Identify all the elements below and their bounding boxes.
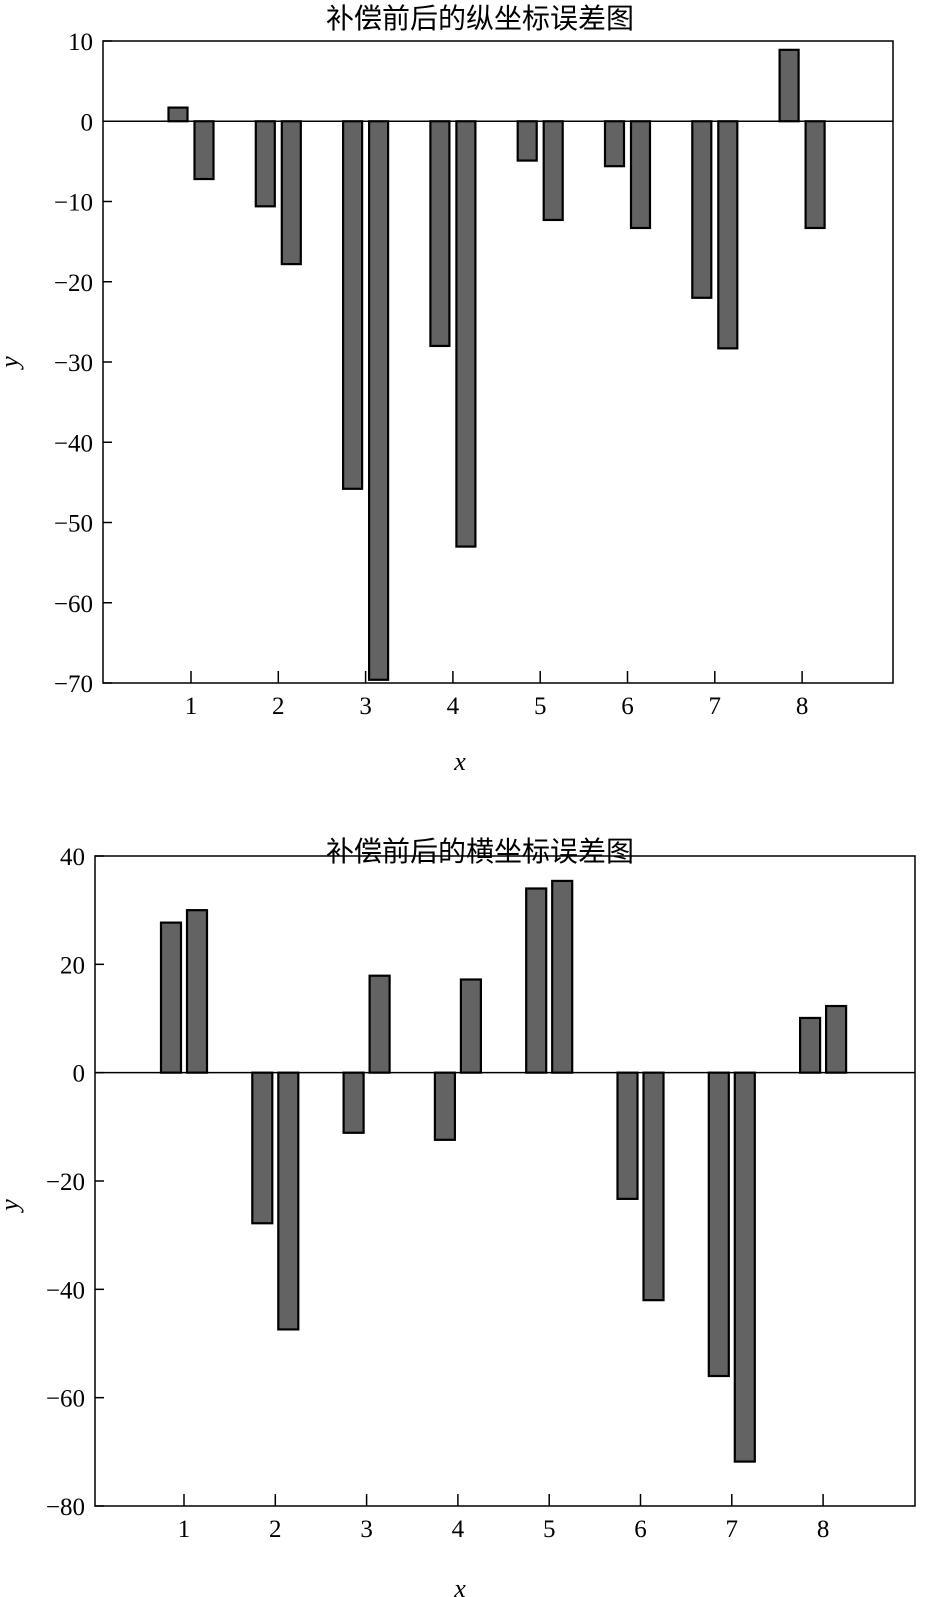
bar-series2-cat8 bbox=[824, 1004, 848, 1074]
bar-series1-cat8 bbox=[778, 48, 800, 123]
bar-series2-cat4 bbox=[455, 120, 477, 548]
bar-series2-cat4 bbox=[459, 978, 482, 1074]
x-tick-label: 5 bbox=[534, 693, 547, 720]
bar-series1-cat7 bbox=[691, 120, 713, 299]
bar-series2-cat1 bbox=[193, 120, 215, 181]
y-tick-label: −70 bbox=[54, 671, 93, 698]
y-tick-label: 10 bbox=[68, 29, 93, 56]
y-ticks: 40 20 0 −20 −40 −60 −80 bbox=[46, 844, 104, 1521]
y-tick-label: −30 bbox=[54, 350, 93, 377]
y-tick-label: −40 bbox=[54, 430, 93, 457]
x-tick-label: 3 bbox=[359, 693, 372, 720]
bar-series1-cat7 bbox=[707, 1071, 730, 1378]
bar-group bbox=[167, 48, 826, 681]
x-tick-label: 6 bbox=[634, 1516, 647, 1543]
bar-series2-cat2 bbox=[280, 120, 302, 266]
bar-series1-cat6 bbox=[616, 1071, 639, 1200]
y-tick-label: −50 bbox=[54, 511, 93, 538]
bar-group bbox=[159, 879, 848, 1463]
y-tick-label: 0 bbox=[81, 109, 94, 136]
x-tick-label: 4 bbox=[452, 1516, 465, 1543]
x-tick-label: 1 bbox=[178, 1516, 191, 1543]
x-tick-label: 7 bbox=[726, 1516, 739, 1543]
x-tick-label: 2 bbox=[272, 693, 285, 720]
y-tick-label: 40 bbox=[60, 844, 85, 871]
y-error-chart: 补偿前后的纵坐标误差图 x y 10 0 −10 −20 −30 −40 −50 −60 −70… bbox=[0, 3, 894, 776]
x-axis-label: x bbox=[453, 747, 466, 776]
y-axis-label: y bbox=[0, 1199, 24, 1214]
x-ticks: 1 2 3 4 5 6 7 8 bbox=[185, 671, 809, 720]
x-ticks: 1 2 3 4 5 6 7 8 bbox=[178, 1494, 830, 1543]
x-axis-label: x bbox=[453, 1574, 466, 1597]
bar-series1-cat8 bbox=[798, 1016, 822, 1074]
plot-frame bbox=[94, 855, 916, 1507]
bar-series1-cat2 bbox=[254, 120, 276, 208]
x-tick-label: 3 bbox=[360, 1516, 373, 1543]
y-tick-label: −80 bbox=[46, 1494, 85, 1521]
chart-title: 补偿前后的横坐标误差图 bbox=[326, 836, 634, 868]
bar-series2-cat6 bbox=[642, 1071, 665, 1302]
bar-series1-cat1 bbox=[159, 921, 183, 1074]
y-tick-label: −20 bbox=[46, 1169, 85, 1196]
y-ticks: 10 0 −10 −20 −30 −40 −50 −60 −70 bbox=[54, 29, 112, 698]
bar-series1-cat6 bbox=[603, 120, 626, 168]
bar-series2-cat5 bbox=[551, 879, 574, 1074]
bar-series1-cat3 bbox=[342, 120, 364, 490]
x-tick-label: 4 bbox=[447, 693, 460, 720]
y-tick-label: 20 bbox=[60, 952, 85, 979]
x-tick-label: 8 bbox=[817, 1516, 830, 1543]
bar-series2-cat1 bbox=[185, 909, 209, 1074]
y-tick-label: 0 bbox=[73, 1061, 86, 1088]
x-error-chart: 补偿前后的横坐标误差图 x y 40 20 0 −20 −40 −60 −80 1 2 3 4 5 6… bbox=[0, 836, 916, 1597]
x-tick-label: 6 bbox=[621, 693, 634, 720]
bar-series1-cat4 bbox=[429, 120, 451, 348]
y-tick-label: −10 bbox=[54, 190, 93, 217]
y-axis-label: y bbox=[0, 356, 24, 371]
bar-series2-cat3 bbox=[368, 120, 390, 681]
bar-series1-cat5 bbox=[516, 120, 538, 162]
bar-series2-cat7 bbox=[733, 1071, 756, 1463]
bar-series1-cat2 bbox=[251, 1071, 274, 1225]
bar-series2-cat2 bbox=[277, 1071, 300, 1331]
y-tick-label: −20 bbox=[54, 270, 93, 297]
bar-series2-cat7 bbox=[717, 120, 739, 350]
x-tick-label: 7 bbox=[709, 693, 722, 720]
bar-series1-cat1 bbox=[167, 106, 189, 123]
bar-series1-cat4 bbox=[433, 1071, 456, 1141]
bar-series1-cat3 bbox=[342, 1071, 365, 1134]
chart-title: 补偿前后的纵坐标误差图 bbox=[326, 3, 634, 35]
y-tick-label: −40 bbox=[46, 1277, 85, 1304]
x-tick-label: 5 bbox=[543, 1516, 556, 1543]
x-tick-label: 1 bbox=[185, 693, 198, 720]
bar-series2-cat5 bbox=[542, 120, 564, 222]
plot-frame bbox=[102, 40, 894, 684]
bar-series1-cat5 bbox=[525, 887, 548, 1074]
y-tick-label: −60 bbox=[54, 591, 93, 618]
x-tick-label: 2 bbox=[269, 1516, 282, 1543]
bar-series2-cat3 bbox=[368, 974, 391, 1074]
y-tick-label: −60 bbox=[46, 1386, 85, 1413]
x-tick-label: 8 bbox=[796, 693, 809, 720]
bar-series2-cat8 bbox=[804, 120, 826, 230]
bar-series2-cat6 bbox=[629, 120, 652, 230]
